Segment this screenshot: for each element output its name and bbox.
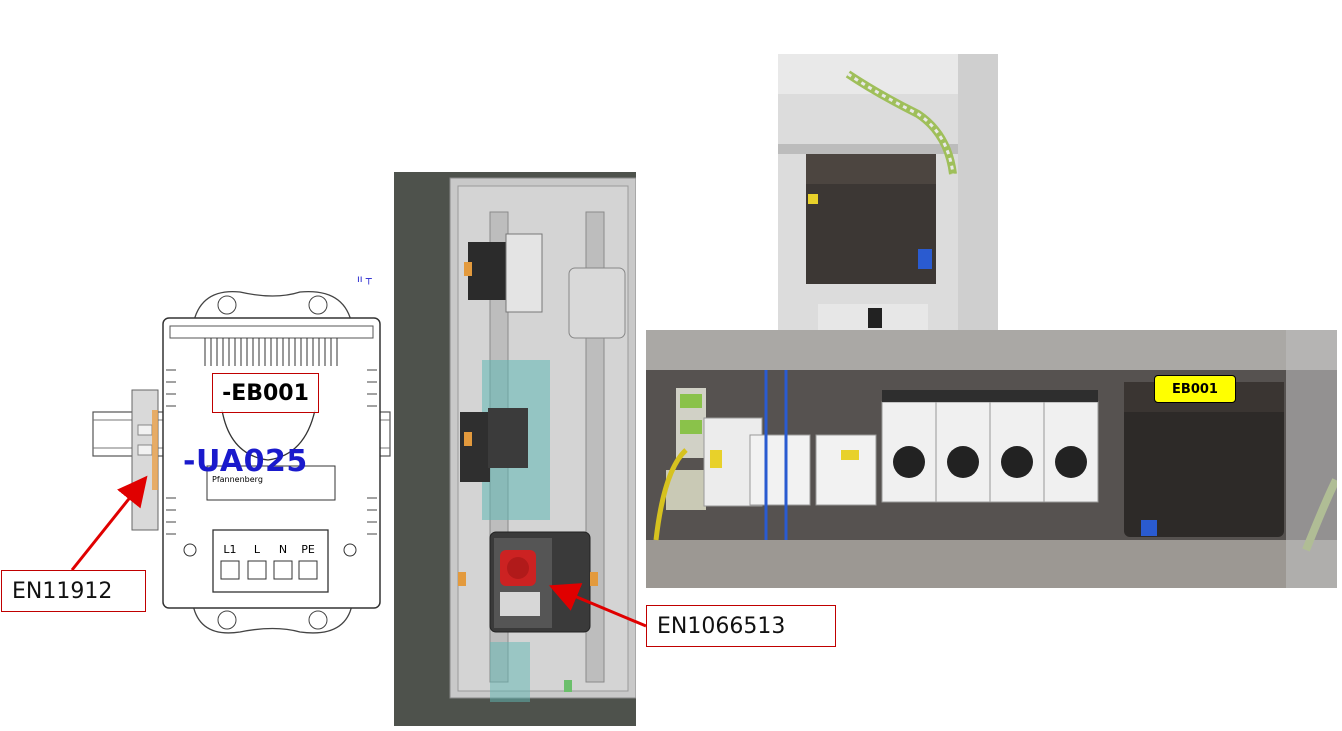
terminal-label-n: N [279, 543, 287, 556]
cabinet-render [394, 172, 637, 726]
arrow-en1066513 [548, 583, 647, 628]
callout-en1066513: EN1066513 [646, 605, 836, 647]
assembly-tag-ua025: -UA025 [183, 444, 308, 479]
photo-top-svg [778, 54, 998, 332]
photo-panel [646, 330, 1340, 588]
photo-panel-svg [646, 330, 1340, 588]
terminal-label-l1: L1 [223, 543, 236, 556]
device-tag-eb001: -EB001 [212, 373, 319, 413]
terminal-label-l: L [254, 543, 261, 556]
photo-label-eb001: EB001 [1154, 375, 1236, 403]
arrow-en11912 [70, 475, 148, 571]
cabinet-render-svg [394, 172, 637, 726]
photo-top [778, 54, 998, 332]
small-marks: ıı ┬ [357, 274, 372, 285]
terminal-label-pe: PE [301, 543, 315, 556]
brand-text: Pfannenberg [212, 475, 263, 484]
